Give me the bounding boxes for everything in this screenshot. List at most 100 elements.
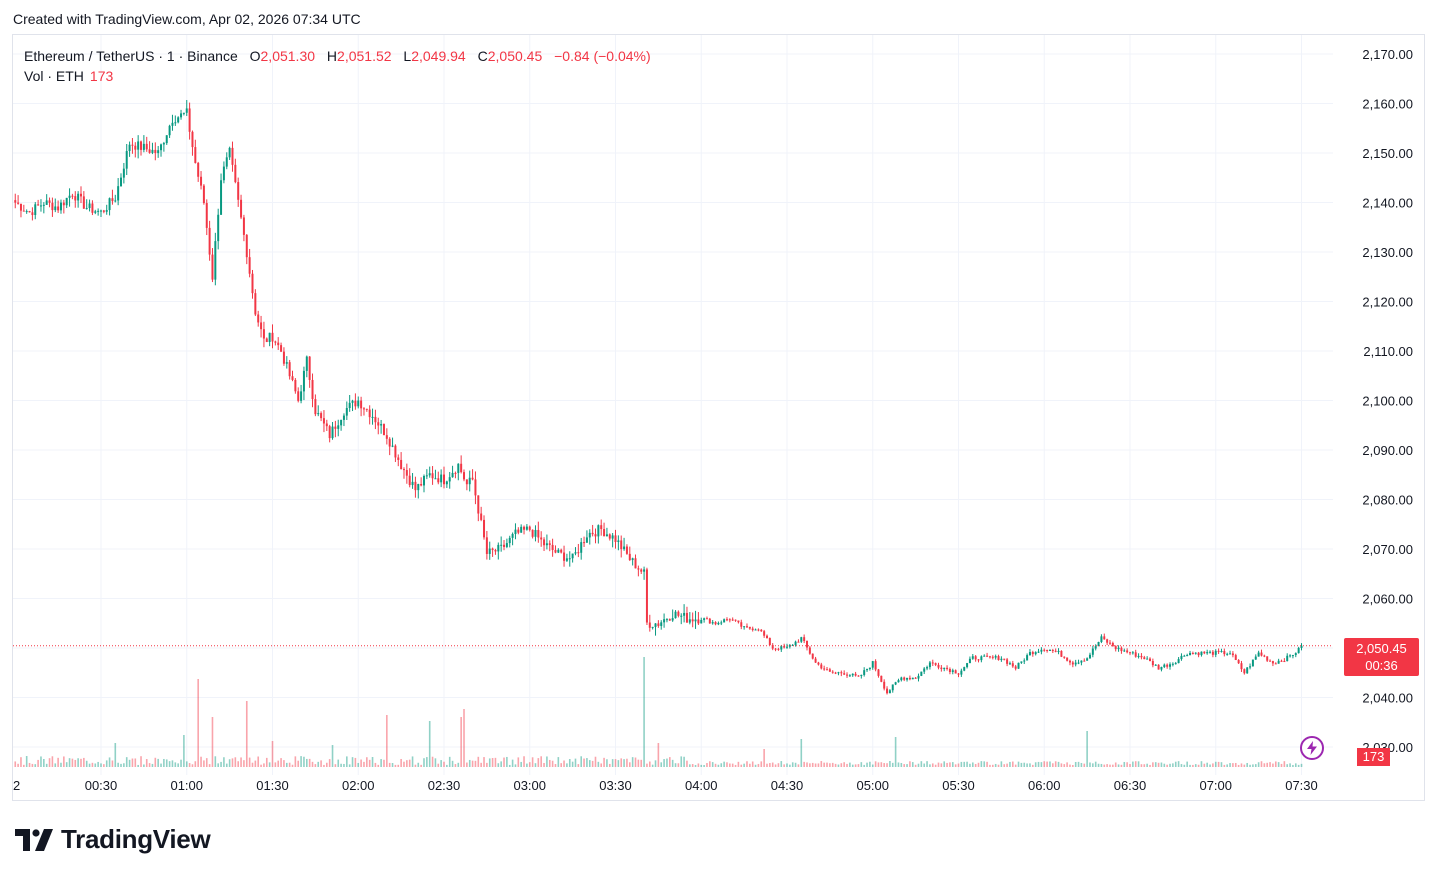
candle-body xyxy=(737,620,740,623)
candle-body xyxy=(1151,661,1154,666)
candle-body xyxy=(931,662,934,664)
brand-logo[interactable]: TradingView xyxy=(15,824,211,855)
candle-body xyxy=(228,147,231,158)
candle-body xyxy=(1180,655,1183,660)
volume-bar xyxy=(1040,762,1043,767)
volume-bar xyxy=(954,764,957,767)
volume-bar xyxy=(1080,762,1083,767)
volume-bar xyxy=(963,761,966,767)
volume-bar xyxy=(588,760,591,767)
volume-bar xyxy=(700,764,703,767)
candle-body xyxy=(657,623,660,626)
volume-bar xyxy=(1166,764,1168,767)
candle-body xyxy=(503,544,506,547)
volume-bar xyxy=(1054,761,1057,767)
candle-body xyxy=(125,151,128,169)
volume-bar xyxy=(1243,764,1246,767)
candle-body xyxy=(142,143,145,150)
candle-body xyxy=(1243,669,1246,674)
candle-body xyxy=(585,537,588,543)
candle-body xyxy=(800,637,803,642)
volume-bar xyxy=(483,757,485,767)
time-tick-label: 04:30 xyxy=(771,778,804,793)
candle-body xyxy=(374,416,377,423)
candle-body xyxy=(848,675,851,677)
candle-body xyxy=(434,478,437,480)
candle-body xyxy=(837,672,840,674)
candle-body xyxy=(623,546,626,550)
candle-body xyxy=(354,400,357,407)
volume-bar xyxy=(677,763,680,767)
candle-body xyxy=(1251,659,1254,667)
volume-bar xyxy=(1074,761,1077,767)
candle-body xyxy=(443,474,445,485)
volume-bar xyxy=(48,758,51,767)
symbol-title[interactable]: Ethereum / TetherUS · 1 · Binance xyxy=(24,48,238,64)
chart-pane[interactable]: 2,170.00 2,160.00 2,150.00 2,140.00 2,130.00… xyxy=(12,34,1425,801)
candle-body xyxy=(1006,659,1009,664)
volume-bar xyxy=(643,657,645,767)
volume-bar xyxy=(1049,761,1051,767)
volume-bar xyxy=(203,760,205,767)
lightning-bolt-icon[interactable] xyxy=(1300,736,1324,760)
candle-body xyxy=(71,195,74,197)
volume-bar xyxy=(883,763,885,767)
candle-body xyxy=(900,677,903,681)
volume-bar xyxy=(426,757,428,767)
candle-body xyxy=(780,646,783,650)
candle-body xyxy=(1211,651,1214,655)
candle-body xyxy=(1129,652,1131,654)
volume-bar xyxy=(774,764,777,767)
volume-bar xyxy=(1057,761,1060,767)
volume-bar xyxy=(428,721,431,767)
candle-body xyxy=(1100,636,1103,642)
candle-body xyxy=(397,457,400,460)
volume-bar xyxy=(1232,763,1234,767)
volume-bar xyxy=(720,763,723,767)
candle-body xyxy=(968,658,971,664)
volume-bar xyxy=(1077,761,1080,767)
volume-bar xyxy=(297,760,300,767)
volume-bar xyxy=(88,763,91,767)
candle-body xyxy=(1023,660,1026,662)
volume-bar xyxy=(926,761,928,767)
price-tick-label: 2,150.00 xyxy=(1362,146,1413,161)
volume-bar xyxy=(568,759,571,767)
volume-bar xyxy=(889,761,891,767)
volume-bar xyxy=(903,764,905,767)
volume-bar xyxy=(28,762,31,767)
volume-bar xyxy=(74,759,77,767)
candle-body xyxy=(740,622,743,627)
volume-bar xyxy=(406,760,408,767)
candle-body xyxy=(334,426,337,429)
price-tick-label: 2,060.00 xyxy=(1362,592,1413,607)
volume-bar xyxy=(420,764,422,767)
volume-bar xyxy=(617,760,620,767)
volume-bar xyxy=(951,762,954,767)
volume-bar xyxy=(205,758,208,767)
candle-body xyxy=(1280,660,1283,662)
volume-label[interactable]: Vol · ETH xyxy=(24,68,84,84)
candlestick-chart[interactable]: 2,170.00 2,160.00 2,150.00 2,140.00 2,130.00… xyxy=(13,35,1425,801)
candle-body xyxy=(797,641,800,643)
candle-body xyxy=(611,535,614,539)
candle-body xyxy=(1043,649,1046,651)
volume-bar xyxy=(43,759,45,767)
volume-bar xyxy=(683,756,685,767)
volume-bar xyxy=(826,762,828,767)
candle-body xyxy=(823,668,826,670)
volume-bar xyxy=(671,759,674,767)
candle-body xyxy=(1149,658,1152,661)
volume-bar xyxy=(446,764,448,767)
candle-body xyxy=(1171,663,1174,665)
volume-bar xyxy=(1137,761,1140,767)
candle-body xyxy=(923,668,926,672)
volume-bar xyxy=(969,763,971,767)
candle-body xyxy=(1254,656,1257,660)
candle-body xyxy=(771,645,774,649)
candle-body xyxy=(277,342,280,346)
candle-body xyxy=(537,529,540,538)
volume-bar xyxy=(577,764,580,767)
candle-body xyxy=(668,619,671,621)
candle-body xyxy=(534,529,537,537)
